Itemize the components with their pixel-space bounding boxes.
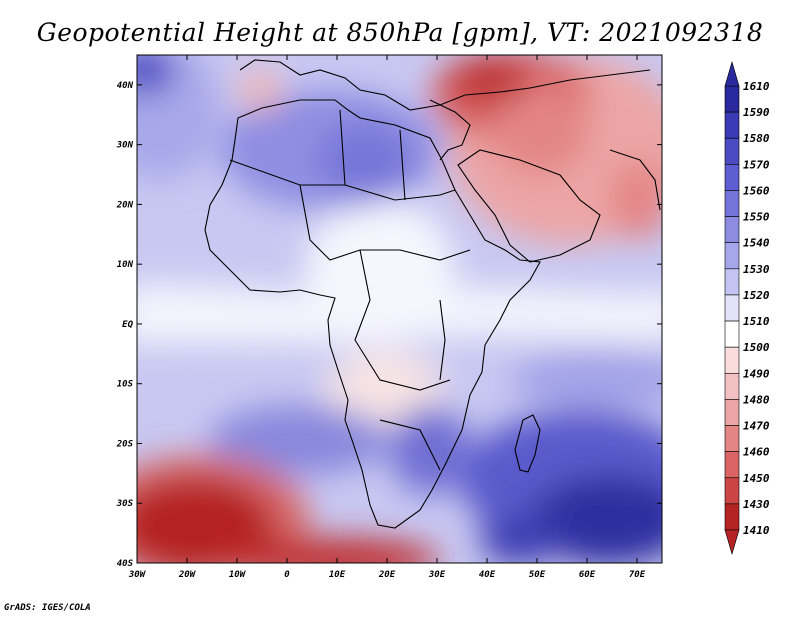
colorbar-swatch [724, 503, 740, 531]
lon-label: 30E [428, 570, 446, 580]
lat-label: EQ [122, 320, 133, 330]
colorbar-label: 1480 [743, 393, 770, 406]
colorbar-bottom-arrow [724, 529, 740, 556]
lat-label: 10S [117, 380, 134, 390]
colorbar-label: 1430 [743, 498, 770, 511]
colorbar-swatch [724, 451, 740, 479]
lon-label: 0 [284, 570, 290, 580]
colorbar-swatch [724, 216, 740, 244]
colorbar-label: 1490 [743, 367, 770, 380]
map-title: Geopotential Height at 850hPa [gpm], VT:… [36, 18, 764, 47]
lat-label: 20N [116, 200, 134, 210]
colorbar-label: 1500 [743, 341, 770, 354]
lat-label: 20S [116, 439, 134, 449]
lon-label: 40E [479, 570, 496, 580]
colorbar-swatch [724, 399, 740, 426]
colorbar-label: 1520 [743, 289, 770, 302]
colorbar-swatch [724, 85, 740, 113]
colorbar-label: 1570 [743, 158, 770, 171]
colorbar-label: 1550 [743, 211, 770, 224]
lat-label: 40S [117, 559, 134, 569]
coastlines [204, 59, 661, 529]
map-frame [136, 54, 663, 564]
colorbar-swatch [724, 268, 740, 296]
colorbar-swatch [724, 320, 740, 348]
lat-label: 30S [116, 499, 134, 509]
lon-label: 20W [178, 570, 197, 580]
lat-label: 10N [117, 260, 134, 270]
colorbar-label: 1530 [743, 263, 770, 276]
lat-label: 30N [116, 141, 134, 151]
colorbar-label: 1560 [743, 184, 770, 197]
colorbar-swatch [724, 346, 740, 374]
lat-axis: 40N 30N 20N 10N EQ 10S 20S 30S 40S [116, 81, 662, 569]
lon-label: 10W [229, 570, 247, 580]
colorbar-swatch [724, 425, 740, 452]
colorbar-swatch [724, 372, 740, 400]
colorbar-label: 1610 [743, 80, 770, 93]
lon-label: 60E [579, 570, 596, 580]
colorbar-label: 1470 [743, 420, 770, 433]
height-field [137, 55, 662, 563]
credit-label: GrADS: IGES/COLA [4, 603, 91, 613]
colorbar-swatch [724, 294, 740, 322]
lon-label: 70E [629, 570, 646, 580]
lon-axis: 30W 20W 10W 0 10E 20E 30E 40E 50E 60E 70E [128, 55, 646, 580]
colorbar-swatch [724, 477, 740, 505]
colorbar-label: 1580 [743, 132, 770, 145]
lon-label: 30W [128, 570, 147, 580]
colorbar-swatch [724, 164, 740, 191]
colorbar-label: 1450 [743, 472, 770, 485]
colorbar-top-arrow [724, 60, 740, 87]
lon-label: 20E [378, 570, 396, 580]
colorbar-label: 1410 [743, 524, 770, 537]
colorbar-swatch [724, 242, 740, 270]
lon-label: 10E [329, 570, 346, 580]
colorbar-label: 1460 [743, 446, 770, 459]
colorbar-swatch [724, 137, 740, 165]
colorbar-label: 1540 [743, 237, 770, 250]
lon-label: 50E [529, 570, 546, 580]
colorbar: 1610 1590 1580 1570 1560 1550 1540 1530 1520 1510… [724, 60, 770, 556]
colorbar-label: 1510 [743, 315, 770, 328]
colorbar-swatch [724, 190, 740, 217]
colorbar-label: 1590 [743, 106, 770, 119]
lat-label: 40N [117, 81, 134, 91]
colorbar-swatch [724, 111, 740, 139]
